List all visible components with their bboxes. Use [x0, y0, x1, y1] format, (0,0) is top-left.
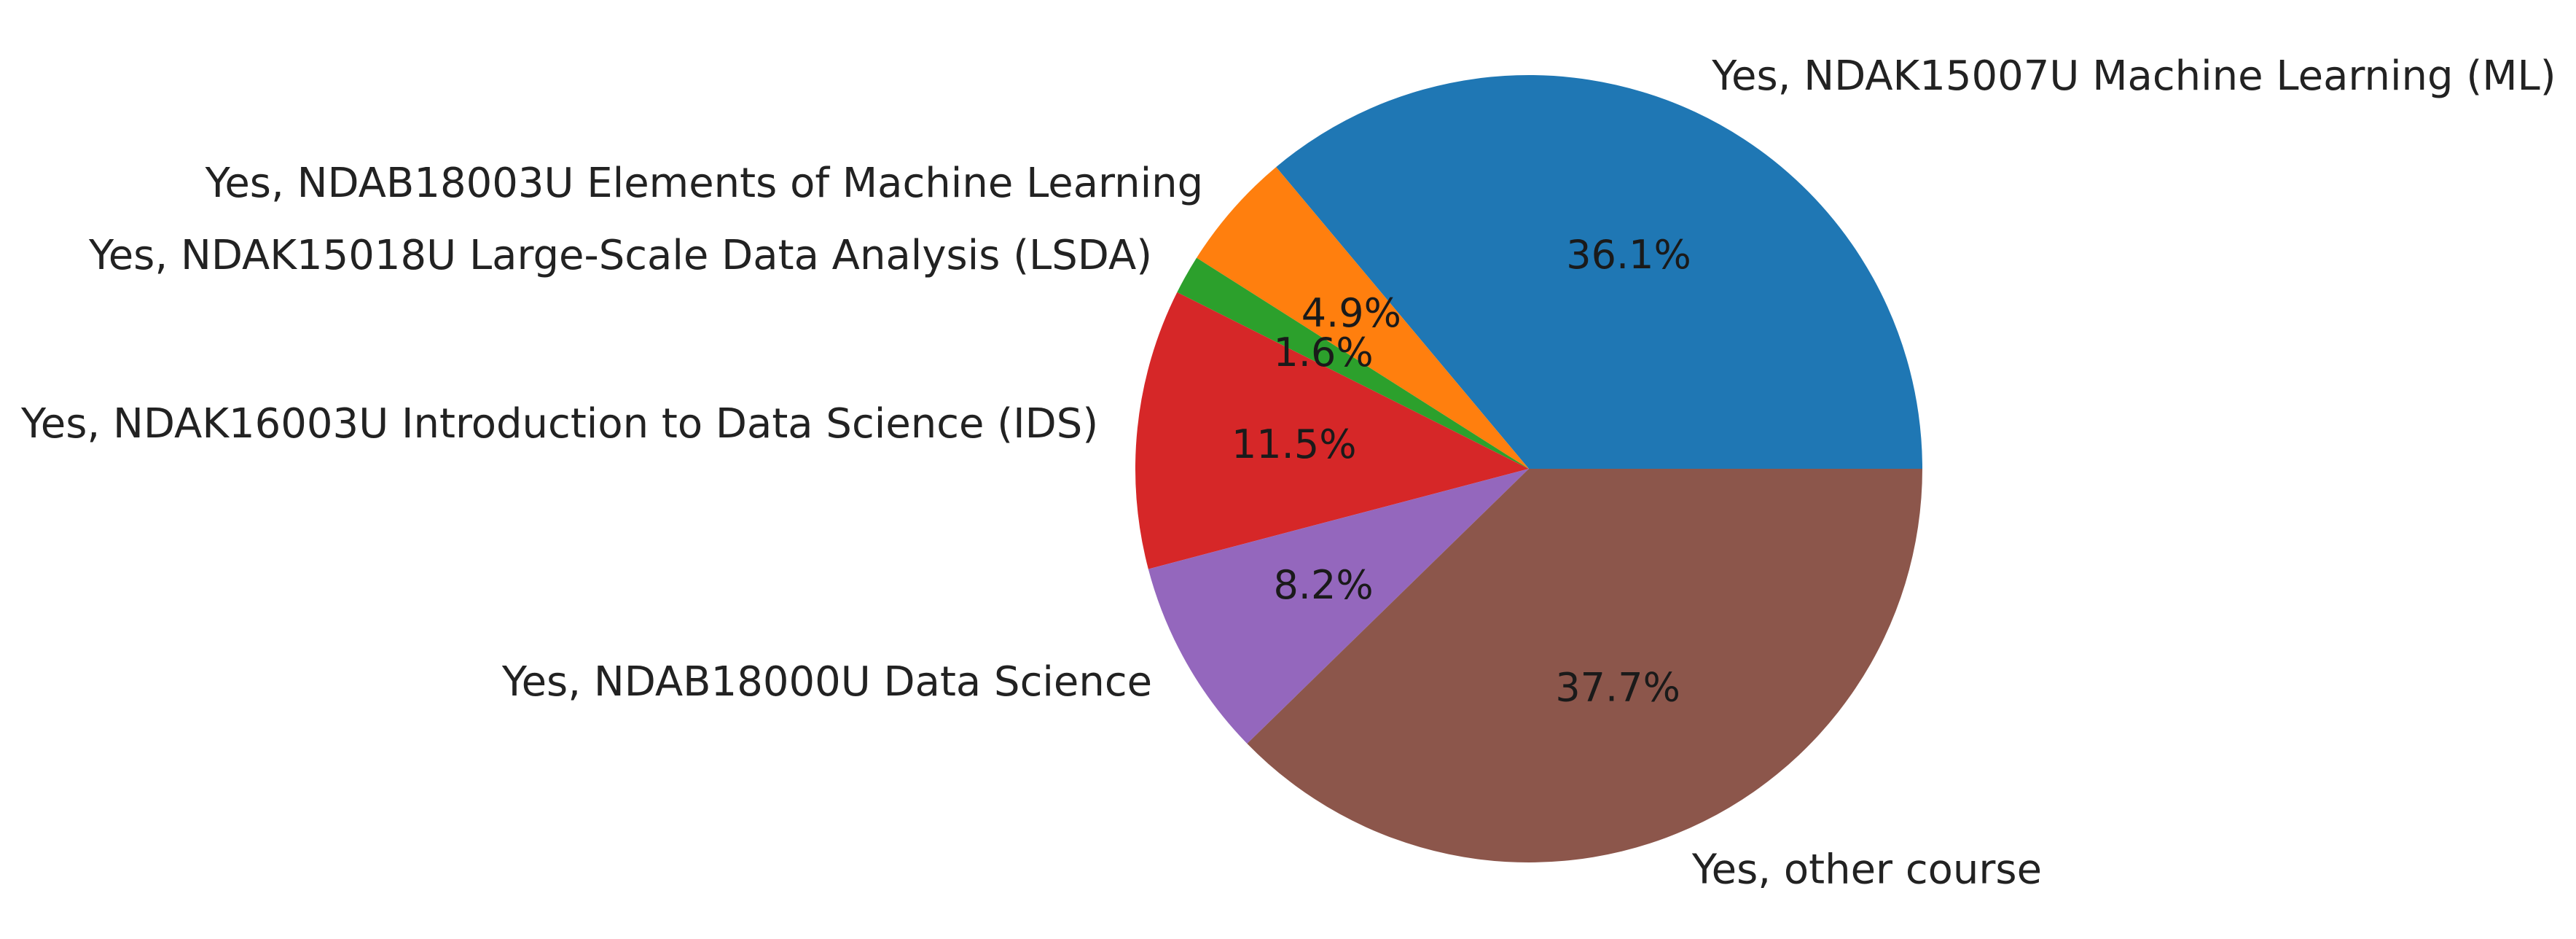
pie-percent-label: 11.5%: [1232, 421, 1357, 467]
pie-percent-label: 36.1%: [1566, 232, 1691, 278]
pie-percent-label: 1.6%: [1273, 330, 1373, 375]
pie-percent-label: 8.2%: [1273, 562, 1373, 608]
pie-slice-4: [1148, 469, 1529, 744]
pie-category-labels: Yes, NDAK15007U Machine Learning (ML) Yes…: [20, 52, 2556, 893]
pie-category-label: Yes, NDAB18000U Data Science: [501, 658, 1152, 706]
pie-slices: [1135, 74, 1922, 862]
pie-category-label: Yes, NDAK15007U Machine Learning (ML): [1711, 52, 2556, 100]
pie-percent-label: 37.7%: [1555, 665, 1680, 711]
pie-category-label: Yes, NDAK16003U Introduction to Data Sci…: [20, 400, 1098, 448]
pie-slice-1: [1197, 167, 1529, 469]
pie-slice-0: [1276, 74, 1922, 469]
pie-category-label: Yes, other course: [1691, 846, 2042, 894]
pie-slice-5: [1247, 469, 1922, 862]
pie-slice-2: [1177, 257, 1529, 469]
pie-percent-label: 4.9%: [1301, 290, 1401, 336]
pie-category-label: Yes, NDAK15018U Large-Scale Data Analysi…: [88, 232, 1152, 279]
pie-slice-3: [1135, 292, 1529, 569]
pie-percent-labels: 36.1% 4.9%1.6% 11.5% 8.2% 37.7%: [1232, 232, 1691, 711]
pie-category-label: Yes, NDAB18003U Elements of Machine Lear…: [205, 160, 1204, 207]
